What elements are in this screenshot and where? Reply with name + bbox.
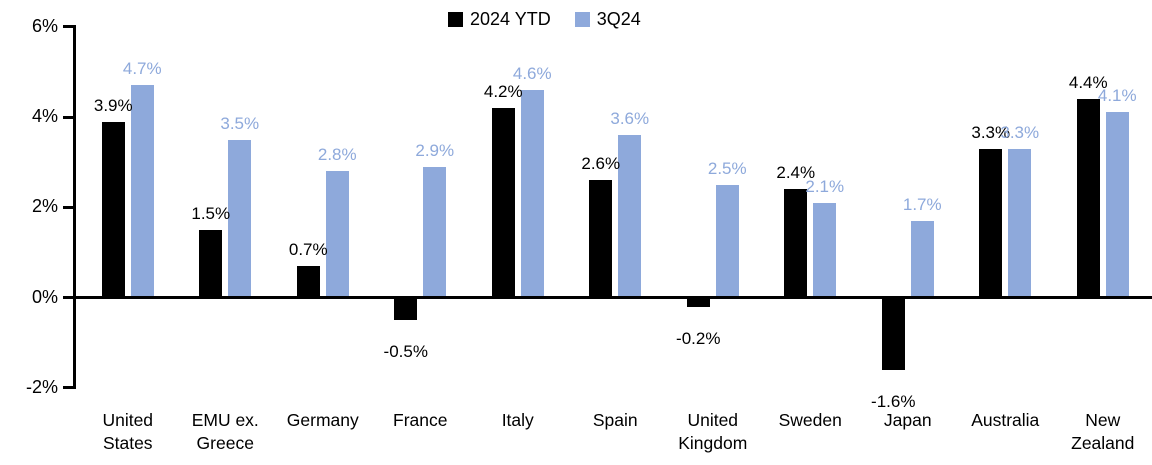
legend-swatch-3q24-icon [574, 12, 590, 27]
value-label-3q24-emu-ex-greece: 3.5% [220, 113, 260, 133]
bar-2024-ytd-france [394, 297, 418, 321]
bar-3q24-spain [618, 135, 642, 298]
value-label-2024-ytd-germany: 0.7% [288, 239, 328, 259]
bar-2024-ytd-sweden [784, 189, 808, 298]
x-axis-label-line: United [687, 410, 739, 430]
x-axis-line [73, 296, 1152, 299]
value-label-3q24-japan: 1.7% [902, 194, 942, 214]
y-axis-tick [63, 205, 76, 209]
value-label-3q24-new-zealand: 4.1% [1097, 86, 1137, 106]
value-label-2024-ytd-spain: 2.6% [581, 154, 621, 174]
bar-3q24-new-zealand [1105, 112, 1129, 298]
value-label-2024-ytd-sweden: 2.4% [776, 163, 816, 183]
x-axis-label-line: United [102, 410, 154, 430]
bar-3q24-italy [520, 89, 544, 298]
y-axis-tick-label: -2% [25, 376, 58, 397]
x-axis-label-japan: Japan [883, 410, 932, 430]
value-label-2024-ytd-japan: -1.6% [871, 391, 916, 411]
value-label-3q24-spain: 3.6% [610, 109, 650, 129]
bar-3q24-sweden [813, 202, 837, 298]
x-axis-label-line: New [1085, 410, 1121, 430]
value-label-3q24-australia: 3.3% [1000, 122, 1040, 142]
bar-2024-ytd-australia [979, 148, 1003, 298]
bar-2024-ytd-new-zealand [1076, 98, 1100, 298]
bar-2024-ytd-united-states [101, 121, 125, 298]
bar-3q24-emu-ex-greece [228, 139, 252, 298]
value-label-2024-ytd-new-zealand: 4.4% [1068, 72, 1108, 92]
x-axis-label-sweden: Sweden [778, 410, 842, 430]
x-axis-label-line: States [102, 433, 153, 453]
y-axis-tick-label: 4% [31, 106, 58, 126]
value-label-3q24-united-kingdom: 2.5% [707, 158, 747, 178]
legend-item-3q24: 3Q24 [574, 9, 641, 30]
value-label-2024-ytd-france: -0.5% [383, 342, 428, 362]
bar-2024-ytd-united-kingdom [686, 297, 710, 307]
x-axis-label-emu-ex-greece: EMU ex. Greece [160, 409, 290, 455]
value-label-2024-ytd-australia: 3.3% [971, 122, 1011, 142]
x-axis-label-line: Zealand [1071, 433, 1135, 453]
legend-swatch-2024-ytd-icon [448, 12, 463, 27]
value-label-3q24-sweden: 2.1% [805, 176, 845, 196]
x-axis-label-france: France [393, 410, 448, 430]
bar-2024-ytd-emu-ex-greece [199, 229, 223, 298]
bar-2024-ytd-italy [491, 107, 515, 298]
y-axis-tick-label: 2% [31, 196, 58, 217]
value-label-3q24-united-states: 4.7% [122, 59, 162, 79]
x-axis-label-australia: Australia [971, 410, 1040, 430]
value-label-2024-ytd-united-states: 3.9% [93, 95, 133, 115]
x-axis-label-spain: Spain [592, 410, 638, 430]
x-axis-label-new-zealand: New Zealand [1038, 409, 1152, 455]
bar-3q24-japan [910, 220, 934, 298]
bar-2024-ytd-germany [296, 265, 320, 298]
y-axis-tick [63, 386, 76, 390]
x-axis-label-line: EMU ex. [191, 410, 259, 430]
value-label-2024-ytd-italy: 4.2% [483, 81, 523, 101]
y-axis-tick-label: 6% [31, 15, 58, 36]
value-label-3q24-germany: 2.8% [317, 145, 357, 165]
value-label-2024-ytd-emu-ex-greece: 1.5% [191, 203, 231, 223]
bar-2024-ytd-japan [881, 297, 905, 370]
x-axis-label-united-kingdom: United Kingdom [648, 409, 778, 455]
y-axis-tick [63, 296, 76, 299]
y-axis-tick [63, 115, 76, 119]
x-axis-label-united-states: United States [63, 409, 193, 455]
bar-3q24-united-states [130, 85, 154, 298]
bar-3q24-united-kingdom [715, 184, 739, 298]
x-axis-label-line: Greece [196, 433, 254, 453]
bar-3q24-france [423, 166, 447, 298]
value-label-2024-ytd-united-kingdom: -0.2% [676, 328, 721, 348]
value-label-3q24-france: 2.9% [415, 140, 455, 160]
legend: 2024 YTD 3Q24 [448, 9, 641, 30]
x-axis-label-italy: Italy [501, 410, 534, 430]
legend-label-2024-ytd: 2024 YTD [470, 9, 551, 29]
bar-2024-ytd-spain [589, 180, 613, 298]
y-axis-tick [63, 25, 76, 29]
value-label-3q24-italy: 4.6% [512, 63, 552, 83]
bar-3q24-germany [325, 171, 349, 298]
x-axis-label-germany: Germany [286, 410, 359, 430]
legend-label-3q24: 3Q24 [596, 9, 641, 29]
y-axis-tick-label: 0% [31, 286, 58, 307]
x-axis-label-line: Kingdom [678, 433, 748, 453]
legend-item-2024-ytd: 2024 YTD [448, 9, 551, 30]
bar-3q24-australia [1008, 148, 1032, 298]
